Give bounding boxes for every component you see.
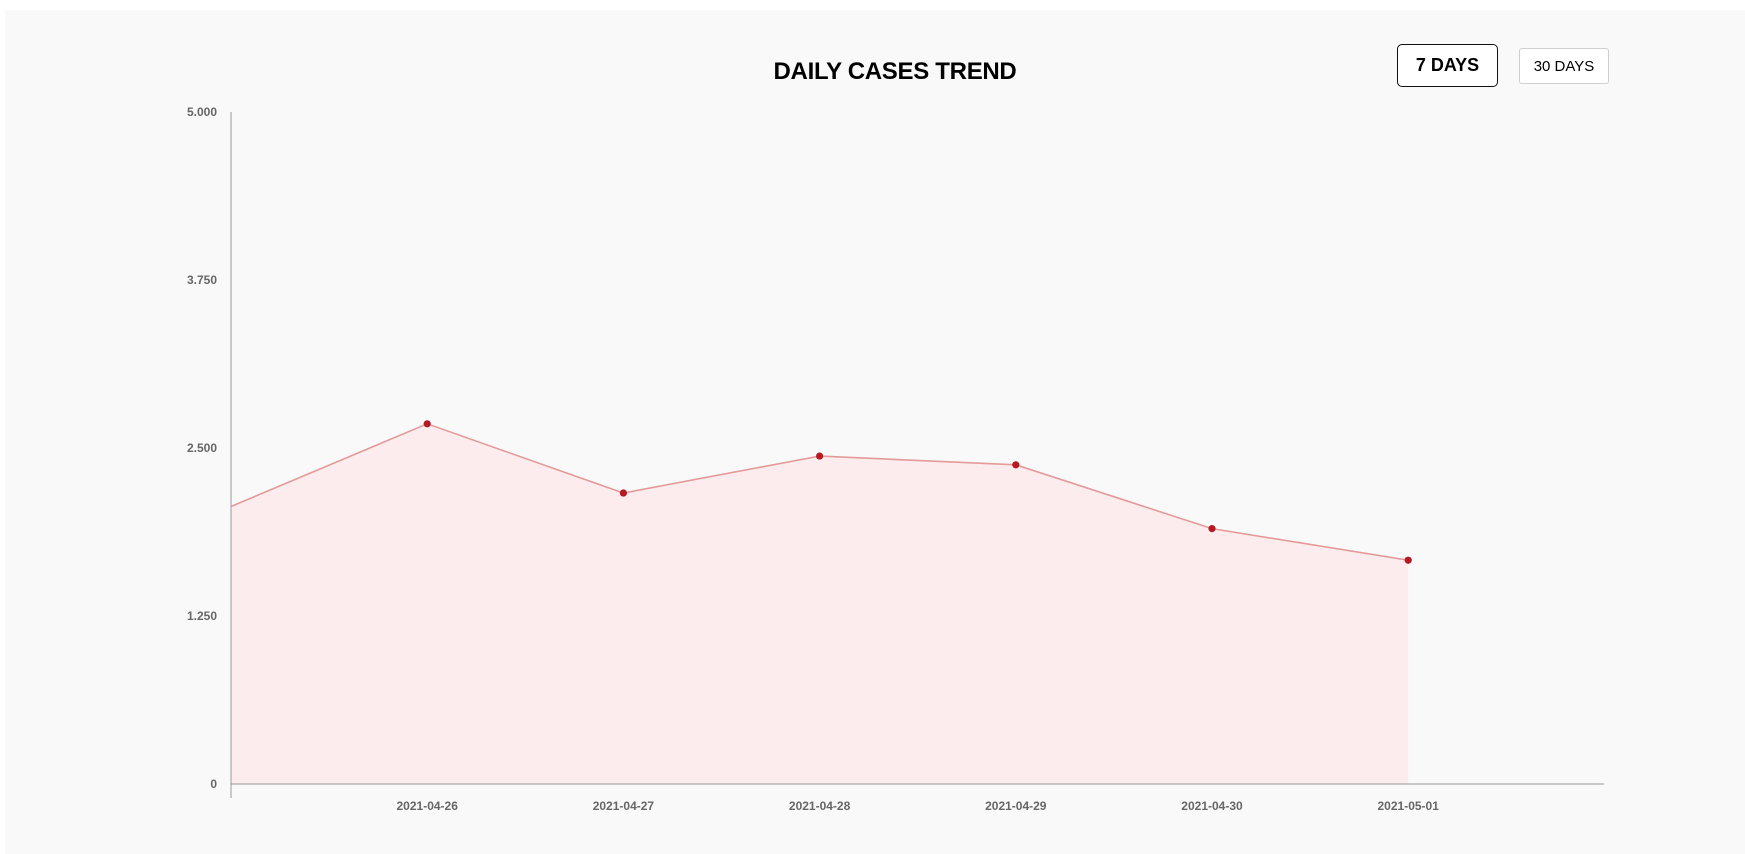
data-point [423,420,431,428]
data-point [816,452,824,460]
seven-days-button[interactable]: 7 DAYS [1397,44,1498,87]
data-point [1012,461,1020,469]
x-tick-label: 2021-04-26 [397,799,459,813]
y-tick-label: 1.250 [187,609,217,623]
y-tick-label: 5.000 [187,105,217,119]
axis-layer [230,112,1604,798]
y-tick-label: 3.750 [187,273,217,287]
data-point [619,489,628,497]
data-point [1404,556,1412,564]
x-tick-label: 2021-04-28 [789,799,851,813]
y-tick-label: 0 [210,777,217,791]
label-layer: 0 1.250 2.500 3.750 5.000 2021-04-26 2021-04-2… [187,105,1439,813]
point-layer [423,420,1412,564]
x-tick-label: 2021-05-01 [1378,799,1440,813]
data-point [1208,525,1216,533]
series-area [231,423,1409,784]
x-tick-label: 2021-04-29 [985,799,1047,813]
thirty-days-button[interactable]: 30 DAYS [1519,48,1609,84]
x-tick-label: 2021-04-30 [1181,799,1243,813]
x-tick-label: 2021-04-27 [593,799,655,813]
y-tick-label: 2.500 [187,441,217,455]
area-layer [231,423,1409,784]
